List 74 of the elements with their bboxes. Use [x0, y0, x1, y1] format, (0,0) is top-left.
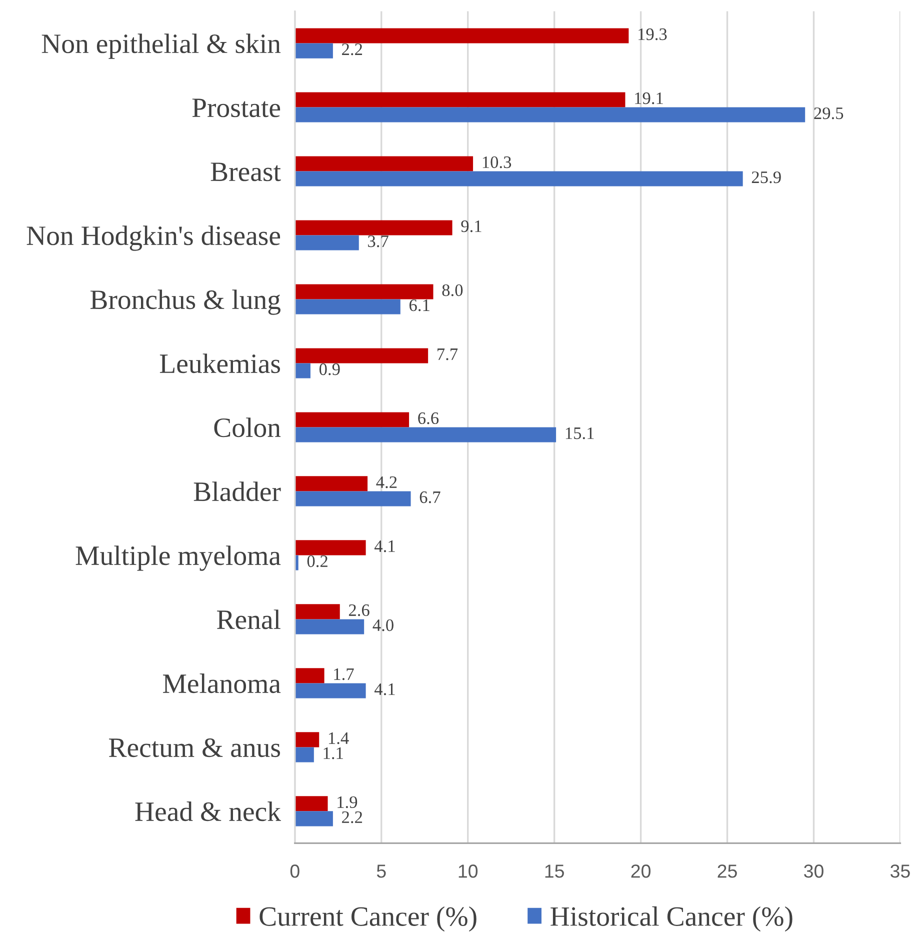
- data-label: 2.6: [348, 604, 370, 616]
- data-label: 6.7: [420, 491, 440, 504]
- y-tick-label: Head & neck: [135, 802, 282, 822]
- bar: [294, 427, 556, 442]
- data-label: 6.6: [418, 412, 439, 424]
- data-label: 4.1: [374, 683, 395, 696]
- data-label: 4.1: [374, 540, 395, 552]
- y-tick-label: Prostate: [192, 98, 280, 118]
- bar: [294, 683, 366, 698]
- y-tick-label: Leukemias: [160, 354, 280, 374]
- bar: [294, 796, 328, 812]
- bar: [294, 235, 359, 250]
- data-label: 4.0: [372, 619, 394, 632]
- x-tick-label: 35: [890, 864, 910, 878]
- x-tick-label: 5: [376, 864, 386, 878]
- data-label: 25.9: [752, 171, 781, 184]
- data-label: 9.1: [461, 220, 482, 232]
- y-tick-label: Bladder: [194, 482, 281, 502]
- legend-label: Historical Cancer (%): [550, 906, 792, 932]
- bar: [294, 668, 324, 684]
- data-label: 7.7: [438, 348, 458, 360]
- data-label: 2.2: [342, 43, 362, 56]
- data-label: 15.1: [566, 427, 594, 440]
- data-label: 29.5: [814, 107, 844, 120]
- data-label: 6.1: [409, 299, 430, 312]
- bar: [294, 747, 314, 762]
- bar: [294, 284, 434, 300]
- bar: [294, 348, 428, 364]
- data-label: 8.0: [442, 284, 463, 296]
- bar: [294, 604, 340, 620]
- data-label: 3.7: [368, 235, 388, 248]
- bar: [294, 28, 629, 44]
- bar: [294, 363, 310, 378]
- data-label: 4.2: [376, 476, 397, 488]
- data-label: 10.3: [482, 156, 512, 168]
- data-label: 1.4: [328, 732, 349, 744]
- bar: [294, 43, 333, 58]
- bar: [294, 156, 474, 172]
- y-tick-label: Renal: [217, 610, 280, 630]
- x-tick-label: 15: [545, 864, 564, 878]
- bar: [294, 92, 626, 108]
- data-label: 1.1: [324, 747, 343, 760]
- y-tick-label: Rectum & anus: [108, 738, 280, 758]
- y-tick-label: Non epithelial & skin: [42, 34, 281, 59]
- y-tick-label: Non Hodgkin's disease: [26, 226, 280, 251]
- y-tick-label: Bronchus & lung: [90, 290, 280, 315]
- x-tick-label: 25: [718, 864, 737, 878]
- bar: [294, 171, 743, 186]
- bar: [294, 732, 320, 748]
- bar: [294, 619, 364, 634]
- data-label: 1.7: [334, 668, 354, 680]
- y-tick-label: Multiple myeloma: [76, 546, 281, 571]
- bar: [294, 491, 411, 506]
- data-label: 2.2: [342, 811, 362, 824]
- bar: [294, 107, 806, 122]
- x-tick-label: 20: [631, 864, 650, 878]
- bar: [294, 220, 452, 236]
- y-tick-label: Colon: [214, 418, 281, 438]
- legend-label: Current Cancer (%): [260, 906, 476, 932]
- y-tick-label: Melanoma: [163, 674, 281, 694]
- data-label: 19.1: [635, 92, 663, 104]
- data-label: 1.9: [338, 796, 358, 808]
- bar: [294, 540, 366, 556]
- x-tick-label: 10: [458, 864, 478, 878]
- x-tick-label: 30: [804, 864, 824, 878]
- bar: [294, 299, 400, 314]
- data-label: 0.9: [319, 363, 340, 376]
- bar: [294, 811, 333, 826]
- x-tick-label: 0: [290, 864, 300, 878]
- bar: [294, 476, 368, 492]
- y-tick-label: Breast: [210, 162, 281, 182]
- bar: [294, 412, 410, 428]
- data-label: 0.2: [307, 555, 328, 568]
- data-label: 19.3: [638, 28, 667, 40]
